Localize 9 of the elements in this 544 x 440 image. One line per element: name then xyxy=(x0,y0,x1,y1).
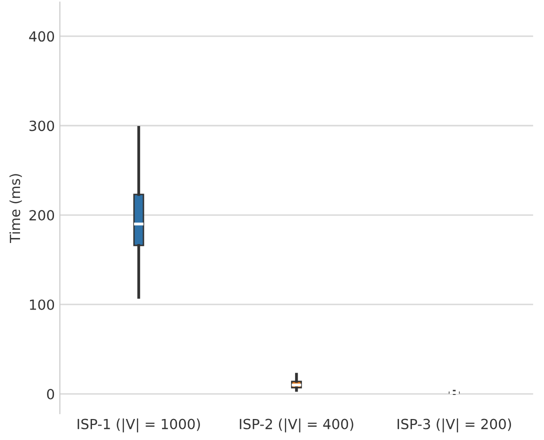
y-tick-label: 100 xyxy=(30,299,54,310)
y-tick-label: 0 xyxy=(47,388,54,400)
y-axis-title: Time (ms) xyxy=(9,174,22,243)
x-tick-label: ISP-2 (|V| = 400) xyxy=(240,418,354,432)
y-tick-label: 300 xyxy=(30,120,54,132)
y-tick-label: 200 xyxy=(29,210,54,221)
x-tick-label: ISP-3 (|V| = 200) xyxy=(398,418,512,432)
y-tick-label: 400 xyxy=(29,31,54,42)
x-tick-label: ISP-1 (|V| = 1000) xyxy=(78,418,200,432)
